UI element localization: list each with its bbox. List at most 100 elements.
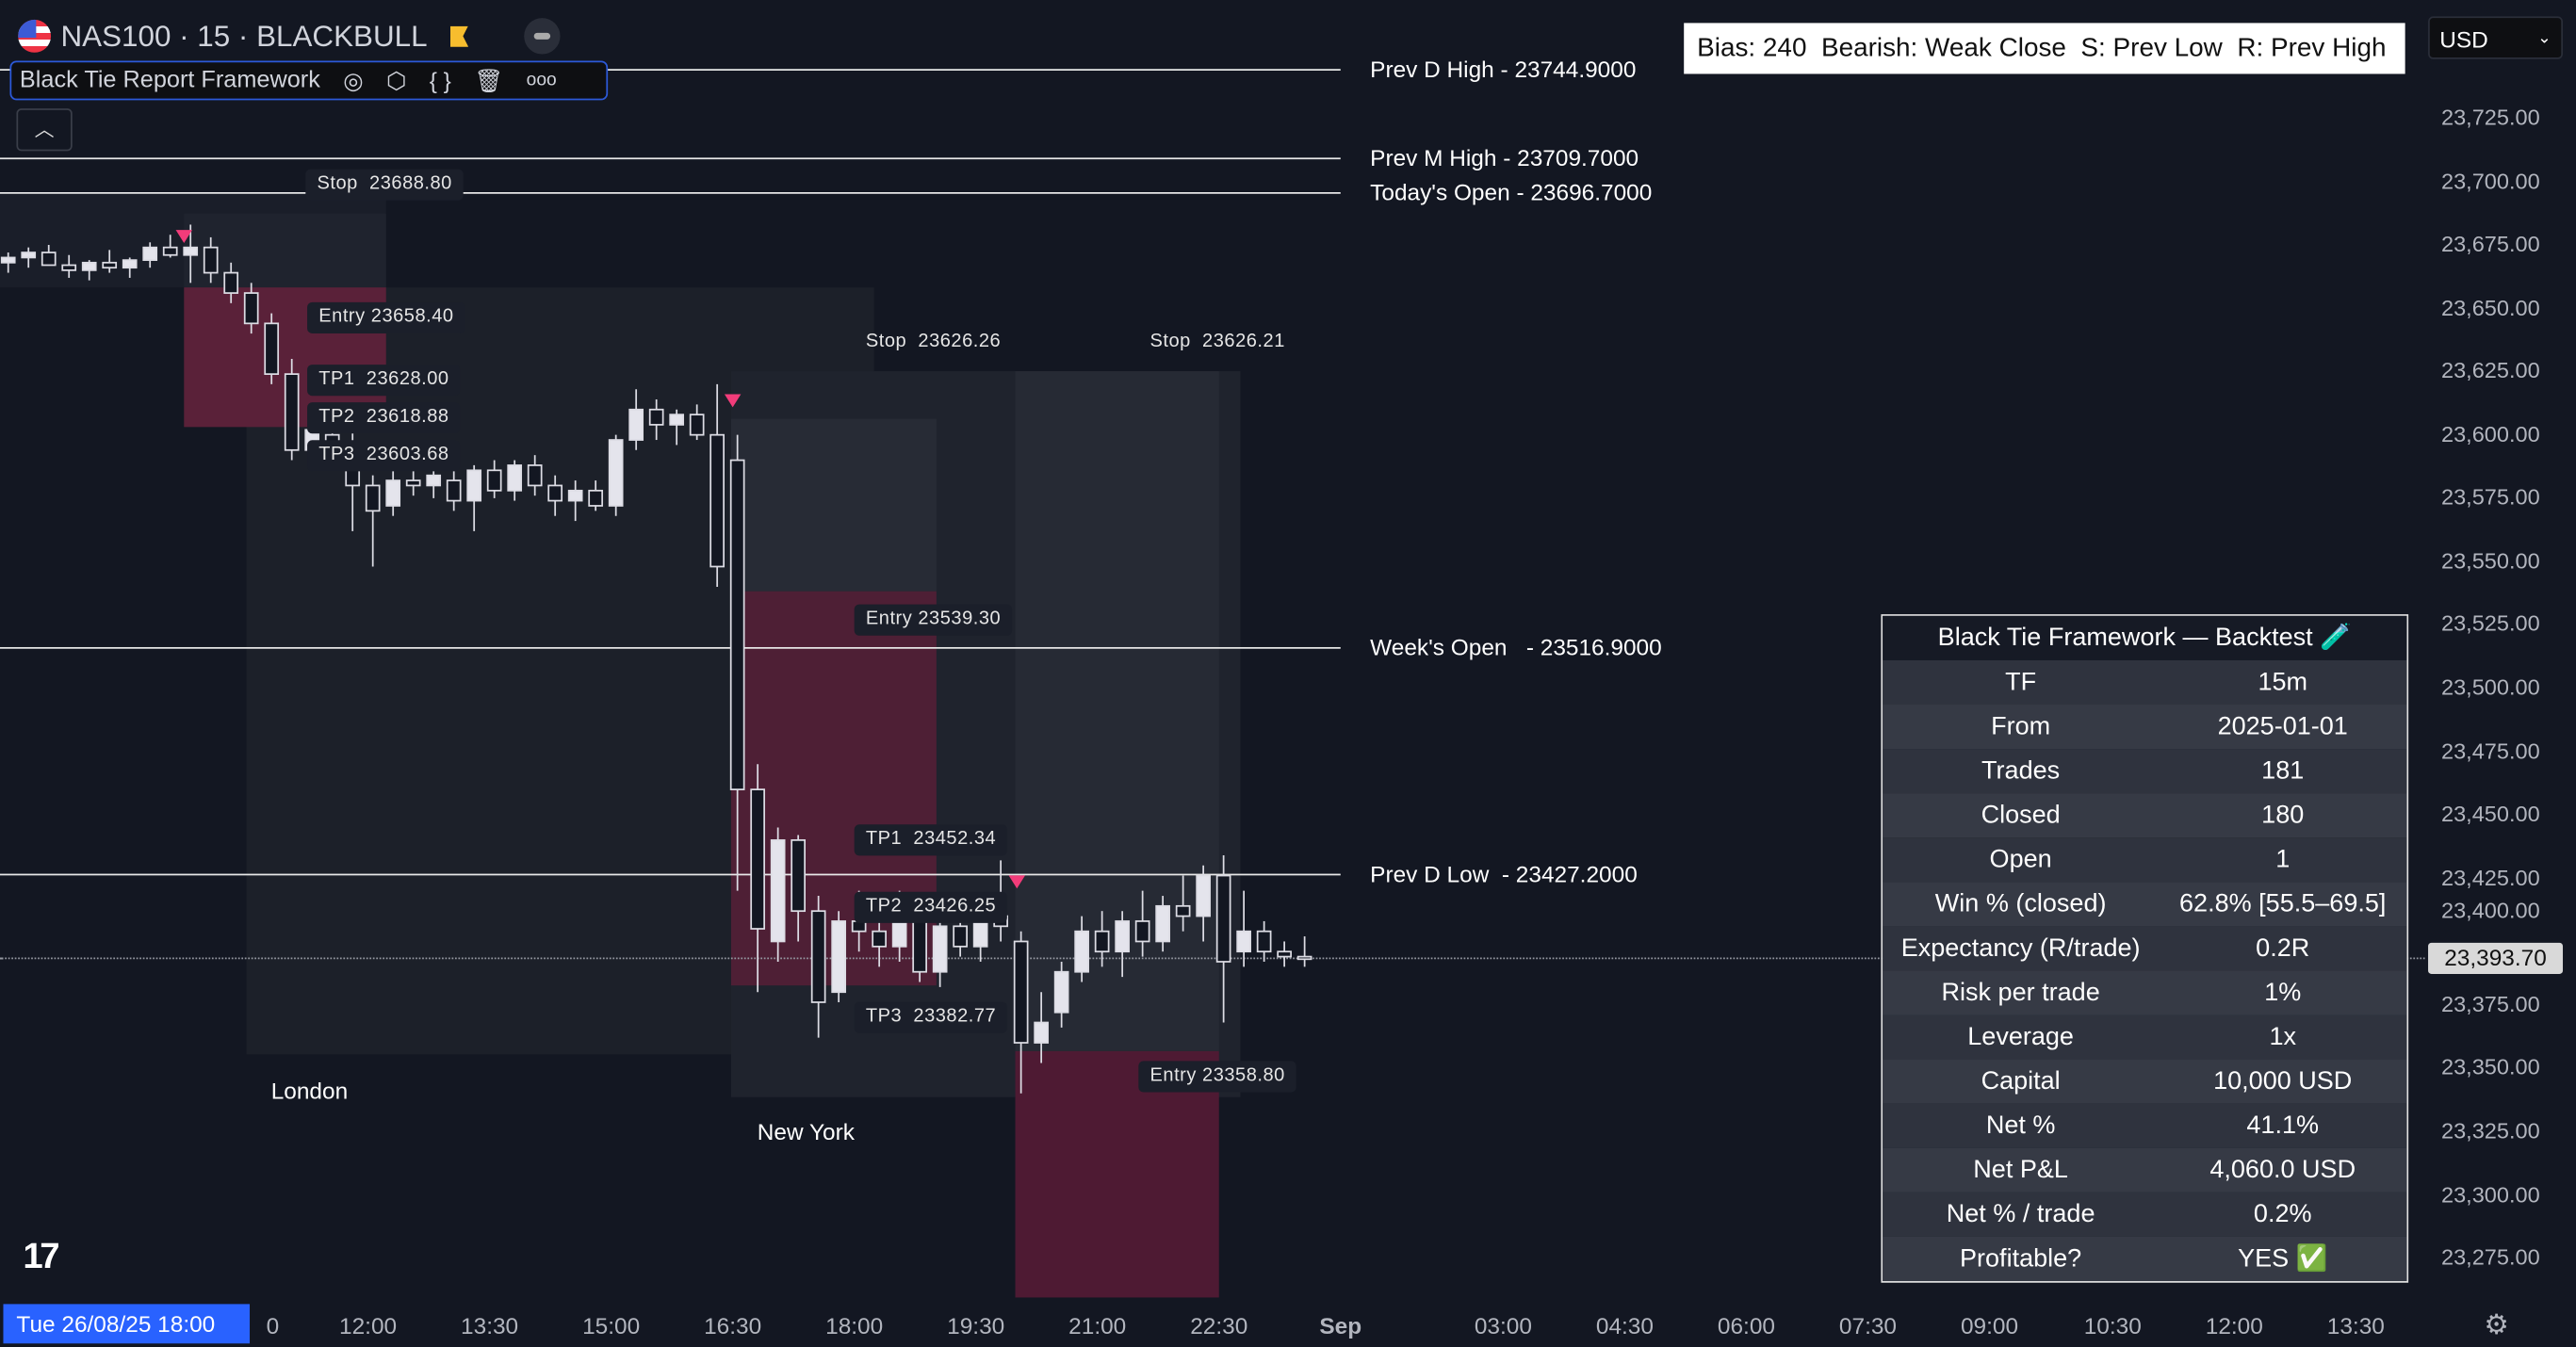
table-row: Profitable? YES ✅	[1883, 1236, 2407, 1282]
table-row: Capital 10,000 USD	[1883, 1059, 2407, 1104]
candle	[932, 916, 948, 987]
axis-settings-icon[interactable]: ⚙	[2484, 1308, 2509, 1340]
stop-label: Stop 23688.80	[305, 169, 465, 201]
table-row: Closed 180	[1883, 793, 2407, 838]
candle	[791, 835, 807, 942]
row-value: 10,000 USD	[2213, 1067, 2353, 1095]
time-tick: 19:30	[947, 1312, 1005, 1339]
eye-icon[interactable]: ◎	[343, 66, 364, 93]
candle	[142, 242, 158, 268]
delete-icon[interactable]: 🗑	[474, 66, 504, 93]
collapse-icon[interactable]	[524, 18, 561, 55]
candle	[122, 257, 138, 278]
stop-label: Stop 23626.21	[1149, 332, 1285, 352]
candle	[41, 244, 57, 267]
time-tick: 03:00	[1474, 1312, 1532, 1339]
candlestick-series	[0, 224, 1312, 1094]
candle	[770, 827, 786, 962]
time-tick: 21:00	[1068, 1312, 1127, 1339]
candle	[1155, 896, 1170, 952]
time-tick: 18:00	[825, 1312, 884, 1339]
bias-label: Bias: 240 Bearish: Weak Close S: Prev Lo…	[1684, 23, 2405, 74]
time-tick: 15:00	[582, 1312, 641, 1339]
candle	[628, 389, 644, 450]
indicator-legend[interactable]: Black Tie Report Framework ◎ ⬡ { } 🗑 ooo	[9, 60, 609, 101]
candle	[648, 399, 664, 441]
price-tick: 23,300.00	[2440, 1181, 2540, 1207]
table-title: Black Tie Framework — Backtest 🧪	[1883, 615, 2407, 660]
more-icon[interactable]: ooo	[526, 70, 557, 90]
candle	[547, 475, 563, 516]
level-label: Prev M High - 23709.7000	[1370, 144, 1639, 171]
candle	[1053, 961, 1069, 1028]
row-value: 62.8% [55.5–69.5]	[2179, 890, 2387, 918]
candle	[588, 480, 604, 511]
symbol-header[interactable]: NAS100 · 15 · BLACKBULL	[18, 18, 561, 55]
row-label: Net % / trade	[1946, 1200, 2095, 1229]
prev-d-low-line	[0, 873, 1341, 876]
cursor-time-badge: Tue 26/08/25 18:00	[3, 1304, 251, 1344]
bookmark-flag-icon[interactable]	[449, 25, 469, 47]
row-label: Open	[1989, 845, 2052, 874]
candle	[1094, 911, 1110, 967]
currency-select[interactable]: USD ⌄	[2428, 16, 2564, 59]
candle	[264, 313, 280, 384]
time-tick: 13:30	[461, 1312, 519, 1339]
settings-icon[interactable]: ⬡	[385, 66, 407, 93]
todays-open-line	[0, 192, 1341, 194]
candle	[608, 434, 624, 516]
table-row: Expectancy (R/trade) 0.2R	[1883, 926, 2407, 971]
entry-label: Entry 23539.30	[854, 604, 1013, 636]
row-label: Expectancy (R/trade)	[1900, 934, 2141, 963]
candle	[203, 236, 219, 284]
price-tick: 23,450.00	[2440, 802, 2540, 827]
row-value: 181	[2261, 756, 2305, 786]
row-value: 0.2R	[2256, 934, 2310, 963]
candle	[243, 283, 259, 334]
candle	[709, 383, 726, 588]
prev-m-high-line	[0, 157, 1341, 160]
time-tick: 12:00	[2205, 1312, 2263, 1339]
table-row: Trades 181	[1883, 749, 2407, 794]
chevron-down-icon: ⌄	[2537, 29, 2552, 48]
table-row: Net P&L 4,060.0 USD	[1883, 1147, 2407, 1193]
candle	[162, 235, 178, 258]
candle	[689, 404, 705, 441]
candle	[1175, 875, 1191, 932]
collapse-legend-button[interactable]: ︿	[16, 108, 73, 152]
level-label: Prev D Low - 23427.2000	[1370, 860, 1638, 887]
candle	[1196, 865, 1211, 942]
price-tick: 23,400.00	[2440, 898, 2540, 923]
row-label: Risk per trade	[1941, 979, 2100, 1007]
table-row: Risk per trade 1%	[1883, 970, 2407, 1015]
tp2-label: TP2 23426.25	[854, 891, 1008, 923]
table-row: Leverage 1x	[1883, 1014, 2407, 1060]
time-tick: 10:30	[2083, 1312, 2142, 1339]
row-label: Net P&L	[1973, 1156, 2068, 1185]
last-price-line	[0, 957, 2425, 960]
sell-signal-arrow-icon	[175, 230, 193, 244]
row-value: 41.1%	[2246, 1112, 2320, 1141]
price-tick: 23,725.00	[2440, 105, 2540, 130]
row-value: 4,060.0 USD	[2209, 1156, 2356, 1185]
row-value: 0.2%	[2253, 1200, 2312, 1229]
price-tick: 23,375.00	[2440, 991, 2540, 1016]
candle	[810, 896, 826, 1038]
row-value: YES ✅	[2238, 1244, 2328, 1274]
row-label: Capital	[1981, 1067, 2061, 1095]
candle	[1277, 941, 1292, 967]
row-value: 1	[2275, 845, 2291, 874]
price-tick: 23,625.00	[2440, 358, 2540, 383]
tradingview-logo-icon: 17	[23, 1235, 59, 1276]
table-row: TF 15m	[1883, 659, 2407, 706]
london-label: London	[270, 1077, 349, 1104]
candle	[567, 480, 583, 522]
candle	[21, 247, 37, 268]
source-code-icon[interactable]: { }	[429, 67, 451, 94]
candle	[1074, 916, 1089, 982]
time-tick: 12:00	[339, 1312, 398, 1339]
candle	[61, 254, 77, 278]
currency-value: USD	[2439, 25, 2488, 53]
candle	[1215, 855, 1231, 1023]
